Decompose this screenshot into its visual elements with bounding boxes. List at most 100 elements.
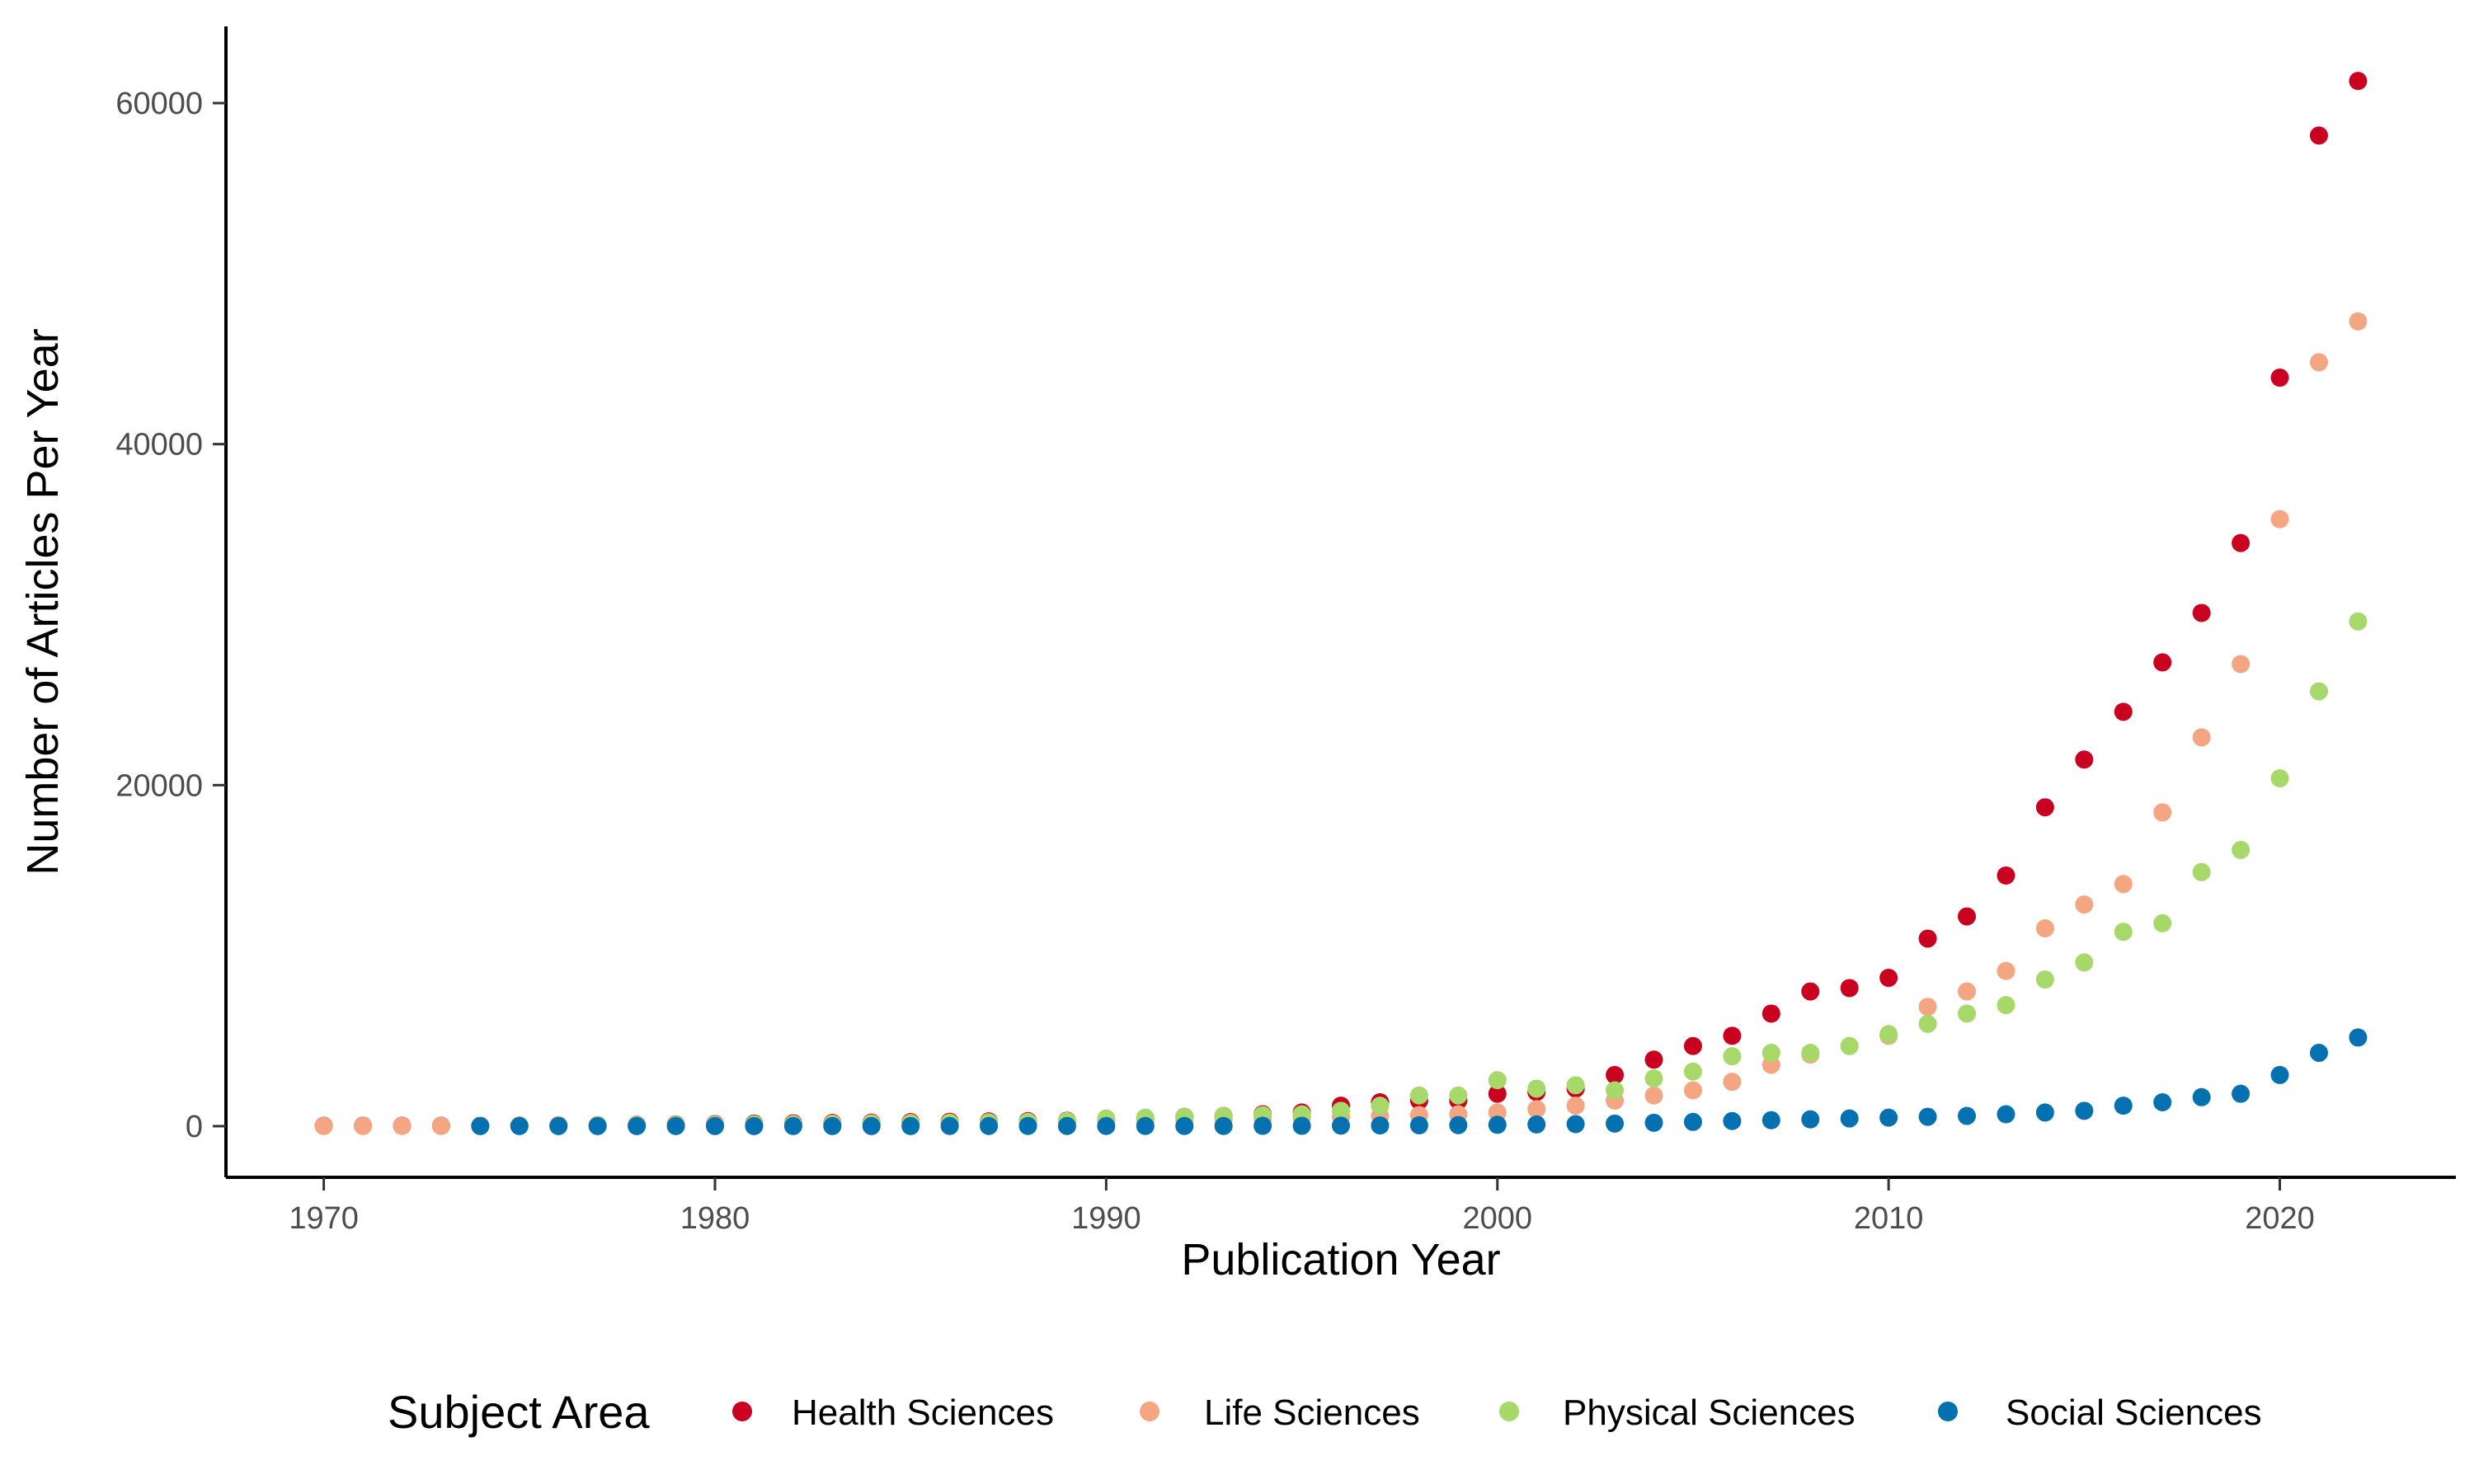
data-point (1644, 1050, 1663, 1069)
data-point (1723, 1026, 1742, 1045)
x-tick-label: 2010 (1854, 1201, 1924, 1236)
data-point (1136, 1116, 1155, 1135)
data-point (1840, 1109, 1859, 1128)
data-point (1683, 1081, 1702, 1100)
data-point (1997, 866, 2015, 885)
data-point (2035, 798, 2054, 817)
data-point (1644, 1113, 1663, 1132)
data-point (1683, 1036, 1702, 1055)
data-point (1566, 1076, 1585, 1095)
data-point (1527, 1079, 1546, 1098)
legend-label: Social Sciences (2006, 1392, 2262, 1433)
data-point (2270, 510, 2289, 528)
data-point (783, 1116, 802, 1135)
data-point (1292, 1116, 1311, 1135)
data-point (1879, 1025, 1898, 1044)
y-tick-label: 60000 (115, 87, 203, 121)
data-point (1409, 1115, 1428, 1134)
data-point (2153, 653, 2172, 672)
data-point (1332, 1116, 1350, 1135)
legend-label: Physical Sciences (1563, 1392, 1856, 1433)
data-point (1958, 1106, 1977, 1125)
x-axis-title: Publication Year (1181, 1235, 1500, 1284)
legend-item-physical-sciences: Physical Sciences (1499, 1392, 1856, 1433)
data-point (588, 1116, 607, 1135)
data-point (1801, 1044, 1820, 1063)
data-point (2192, 728, 2211, 747)
data-point (431, 1116, 450, 1135)
data-point (1175, 1116, 1194, 1135)
data-point (1527, 1100, 1546, 1119)
data-point (1449, 1086, 1468, 1105)
data-point (2232, 1084, 2251, 1103)
legend-swatch (1938, 1402, 1958, 1421)
data-point (2349, 612, 2368, 631)
data-point (2075, 953, 2094, 972)
data-point (1449, 1115, 1468, 1134)
data-point (1761, 1044, 1780, 1063)
data-point (940, 1116, 959, 1135)
data-point (1644, 1086, 1663, 1105)
data-point (2270, 769, 2289, 788)
data-point (1606, 1065, 1625, 1084)
data-point (2075, 750, 2094, 769)
x-tick-label: 2000 (1462, 1201, 1532, 1236)
data-point (2232, 655, 2251, 674)
data-point (2349, 312, 2368, 331)
data-point (2309, 682, 2328, 701)
data-point (2192, 862, 2211, 881)
series-health-sciences (314, 72, 2368, 1135)
data-point (1801, 982, 1820, 1001)
data-point (2270, 1065, 2289, 1084)
series-social-sciences (471, 1028, 2368, 1135)
data-point (1488, 1084, 1507, 1103)
data-point (1644, 1069, 1663, 1088)
legend-item-social-sciences: Social Sciences (1938, 1392, 2262, 1433)
data-point (823, 1116, 842, 1135)
data-point (1371, 1116, 1390, 1135)
data-point (1997, 1105, 2015, 1124)
data-point (666, 1116, 685, 1135)
data-point (1057, 1116, 1076, 1135)
data-point (510, 1116, 529, 1135)
y-tick-label: 40000 (115, 428, 203, 463)
data-point (354, 1116, 373, 1135)
data-point (1566, 1115, 1585, 1134)
data-point (901, 1116, 920, 1135)
x-axis-ticks: 1970 1980 1990 2000 2010 2020 (289, 1177, 2315, 1236)
data-point (2114, 923, 2133, 942)
plot-area (314, 72, 2368, 1135)
series-life-sciences (314, 312, 2368, 1135)
data-point (2309, 126, 2328, 145)
legend: Subject Area Health Sciences Life Sciences… (388, 1386, 2262, 1438)
y-axis-ticks: 0 20000 40000 60000 (115, 87, 226, 1144)
data-point (862, 1116, 881, 1135)
data-point (1683, 1062, 1702, 1081)
data-point (1879, 1108, 1898, 1127)
data-point (1918, 1014, 1937, 1033)
data-point (2232, 533, 2251, 552)
data-point (1723, 1073, 1742, 1092)
data-point (2192, 603, 2211, 622)
data-point (2114, 875, 2133, 894)
data-point (2153, 1093, 2172, 1111)
data-point (1253, 1116, 1272, 1135)
legend-title: Subject Area (388, 1386, 650, 1438)
data-point (2309, 353, 2328, 372)
data-point (1723, 1111, 1742, 1130)
data-point (2270, 369, 2289, 387)
data-point (2114, 702, 2133, 721)
y-tick-label: 20000 (115, 768, 203, 803)
data-point (2153, 913, 2172, 932)
data-point (2114, 1097, 2133, 1115)
data-point (1958, 982, 1977, 1001)
y-axis-title: Number of Articles Per Year (18, 328, 68, 875)
data-point (1801, 1110, 1820, 1129)
data-point (745, 1116, 764, 1135)
data-point (1958, 1004, 1977, 1023)
data-point (1918, 998, 1937, 1017)
data-point (1761, 1004, 1780, 1023)
data-point (1097, 1116, 1116, 1135)
